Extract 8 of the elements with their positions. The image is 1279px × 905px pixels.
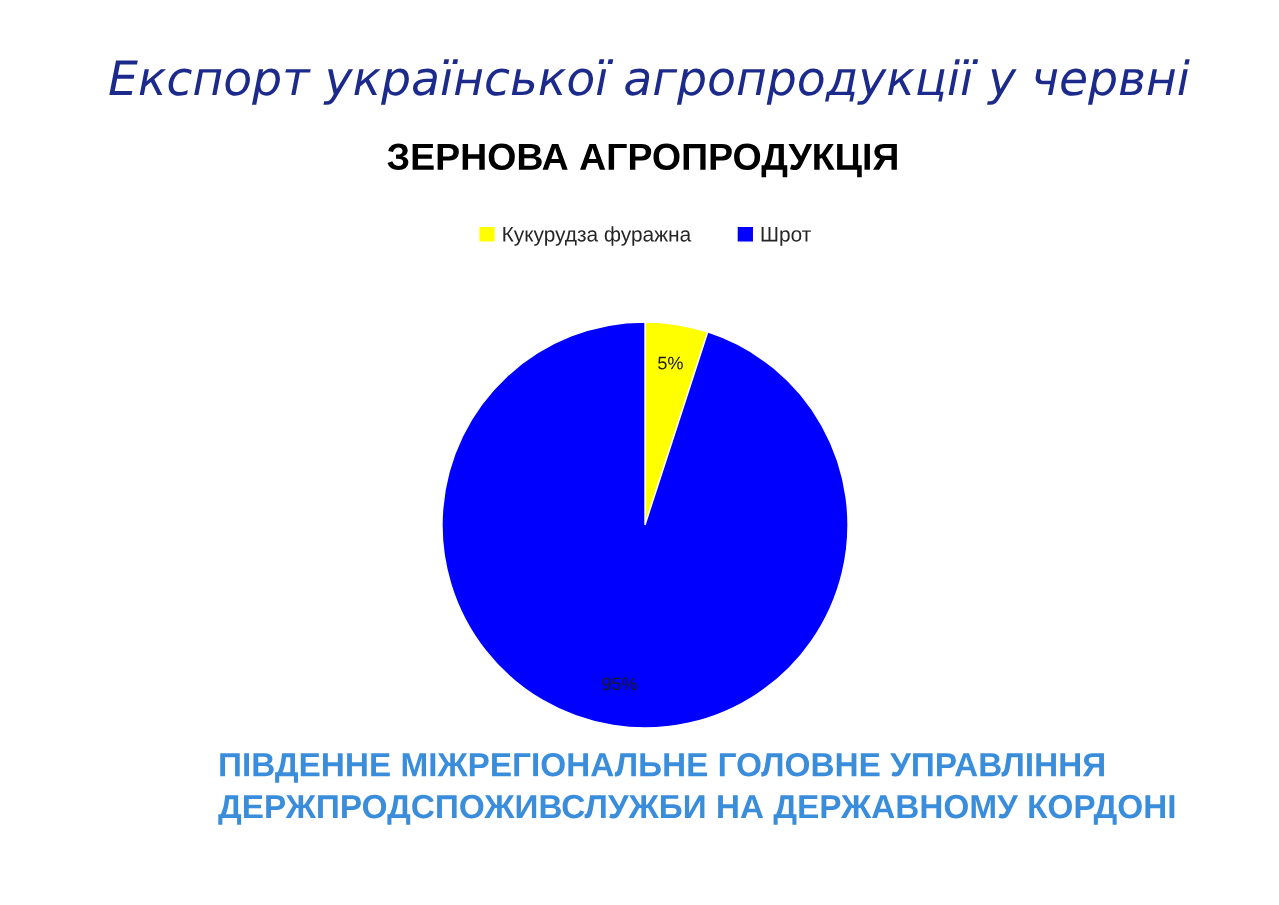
- text: ПІВДЕННЕ МІЖРЕГІОНАЛЬНЕ ГОЛОВНЕ УПРАВЛІННЯ ДЕРЖПРОДСПОЖИВСЛУЖБИ НА ДЕРЖАВНОМУ КОРДОНІ: [218, 752, 1175, 825]
- legend-label: Кукурудза фуражна: [503, 226, 692, 246]
- chart-title: Експорт української агропродукції у червні: [109, 59, 1190, 105]
- data-label: 5%: [658, 356, 683, 370]
- data-label: 95%: [602, 677, 638, 691]
- legend-label: Шрот: [761, 227, 811, 246]
- chart-subtitle: ЗЕРНОВА АГРОПРОДУКЦІЯ: [387, 143, 897, 178]
- pie-slice: [441, 321, 849, 729]
